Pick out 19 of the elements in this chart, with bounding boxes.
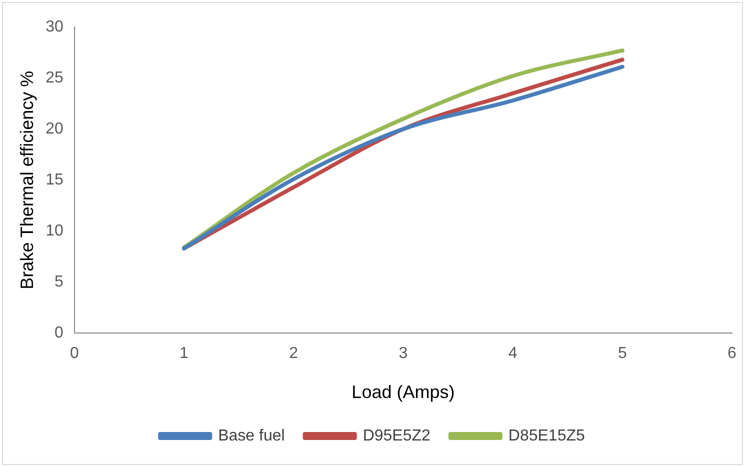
legend-label: D85E15Z5 bbox=[508, 427, 585, 444]
y-tick-label: 20 bbox=[46, 120, 64, 138]
y-axis-title: Brake Thermal efficiency % bbox=[16, 70, 37, 290]
x-tick-label: 4 bbox=[508, 345, 518, 362]
x-tick-label: 2 bbox=[289, 345, 298, 362]
y-tick-label: 25 bbox=[46, 69, 64, 86]
x-tick-label: 0 bbox=[70, 345, 79, 362]
x-tick-label: 6 bbox=[728, 345, 737, 362]
y-tick-label: 0 bbox=[54, 324, 64, 342]
x-tick-label: 3 bbox=[398, 345, 408, 362]
y-tick-label: 15 bbox=[46, 172, 64, 189]
x-tick-label: 5 bbox=[618, 345, 627, 362]
legend-label: D95E5Z2 bbox=[362, 427, 431, 444]
y-tick-label: 5 bbox=[54, 274, 64, 291]
y-tick-label: 30 bbox=[46, 18, 64, 36]
x-axis-title: Load (Amps) bbox=[352, 382, 455, 402]
x-tick-label: 1 bbox=[180, 345, 189, 362]
legend-label: Base fuel bbox=[218, 427, 285, 444]
y-tick-label: 10 bbox=[46, 222, 64, 240]
